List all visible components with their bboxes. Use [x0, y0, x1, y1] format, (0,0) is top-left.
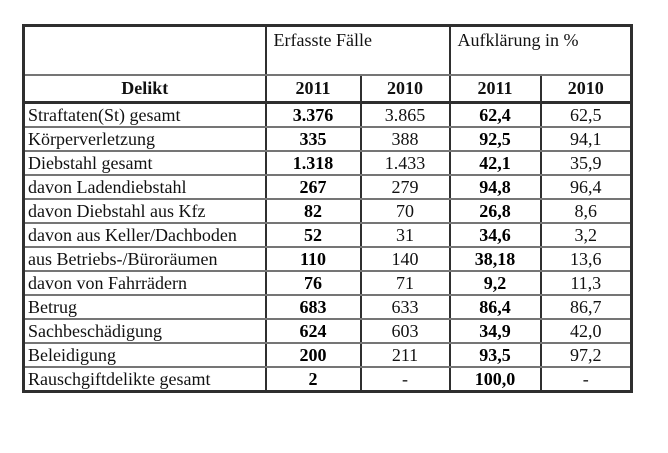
document-page: Erfasste Fälle Aufklärung in % Delikt 20… — [0, 24, 668, 453]
delikt-cell: Straftaten(St) gesamt — [22, 101, 267, 128]
cases-2010-cell: 603 — [359, 318, 451, 344]
clearance-2010-cell: 42,0 — [539, 318, 633, 344]
table-row: Betrug 683 633 86,4 86,7 — [22, 294, 633, 320]
cases-2010-cell: 31 — [359, 222, 451, 248]
table-row: Rauschgiftdelikte gesamt 2 - 100,0 - — [22, 366, 633, 393]
column-group-row: Erfasste Fälle Aufklärung in % — [22, 24, 633, 76]
table-row: davon von Fahrrädern 76 71 9,2 11,3 — [22, 270, 633, 296]
table-row: aus Betriebs-/Büroräumen 110 140 38,18 1… — [22, 246, 633, 272]
clearance-2010-cell: 13,6 — [539, 246, 633, 272]
clearance-2011-cell: 93,5 — [448, 342, 542, 368]
cases-2011-cell: 683 — [264, 294, 362, 320]
delikt-cell: Betrug — [22, 294, 267, 320]
clearance-2010-cell: 35,9 — [539, 150, 633, 176]
clearance-2010-cell: 62,5 — [539, 101, 633, 128]
clearance-2010-cell: - — [539, 366, 633, 393]
year-header-row: Delikt 2011 2010 2011 2010 — [22, 74, 633, 104]
cases-2011-cell: 200 — [264, 342, 362, 368]
cases-2010-cell: 71 — [359, 270, 451, 296]
table-row: davon Ladendiebstahl 267 279 94,8 96,4 — [22, 174, 633, 200]
clearance-2011-cell: 86,4 — [448, 294, 542, 320]
cases-2010-cell: 3.865 — [359, 101, 451, 128]
crime-statistics-table: Erfasste Fälle Aufklärung in % Delikt 20… — [22, 24, 633, 393]
delikt-cell: aus Betriebs-/Büroräumen — [22, 246, 267, 272]
delikt-cell: davon aus Keller/Dachboden — [22, 222, 267, 248]
delikt-cell: davon Ladendiebstahl — [22, 174, 267, 200]
cases-2010-cell: - — [359, 366, 451, 393]
cases-2011-cell: 82 — [264, 198, 362, 224]
table-row: Straftaten(St) gesamt 3.376 3.865 62,4 6… — [22, 101, 633, 128]
delikt-cell: Diebstahl gesamt — [22, 150, 267, 176]
clearance-2011-cell: 34,9 — [448, 318, 542, 344]
cases-2011-cell: 110 — [264, 246, 362, 272]
clearance-2011-cell: 62,4 — [448, 101, 542, 128]
delikt-cell: davon von Fahrrädern — [22, 270, 267, 296]
clearance-2011-header: 2011 — [448, 74, 542, 104]
clearance-2010-cell: 94,1 — [539, 126, 633, 152]
cases-2011-cell: 624 — [264, 318, 362, 344]
cases-2011-cell: 52 — [264, 222, 362, 248]
delikt-cell: Körperverletzung — [22, 126, 267, 152]
cases-2010-header: 2010 — [359, 74, 451, 104]
table-row: Körperverletzung 335 388 92,5 94,1 — [22, 126, 633, 152]
clearance-2011-cell: 92,5 — [448, 126, 542, 152]
cases-2011-cell: 3.376 — [264, 101, 362, 128]
clearance-2010-cell: 86,7 — [539, 294, 633, 320]
clearance-2010-cell: 11,3 — [539, 270, 633, 296]
table-row: Sachbeschädigung 624 603 34,9 42,0 — [22, 318, 633, 344]
cases-2010-cell: 388 — [359, 126, 451, 152]
cases-2010-cell: 211 — [359, 342, 451, 368]
clearance-2011-cell: 94,8 — [448, 174, 542, 200]
clearance-2011-cell: 9,2 — [448, 270, 542, 296]
clearance-2011-cell: 38,18 — [448, 246, 542, 272]
cases-2010-cell: 633 — [359, 294, 451, 320]
col-group-aufklaerung: Aufklärung in % — [448, 24, 633, 76]
clearance-2010-header: 2010 — [539, 74, 633, 104]
clearance-2011-cell: 26,8 — [448, 198, 542, 224]
table-row: davon Diebstahl aus Kfz 82 70 26,8 8,6 — [22, 198, 633, 224]
clearance-2010-cell: 8,6 — [539, 198, 633, 224]
clearance-2010-cell: 97,2 — [539, 342, 633, 368]
clearance-2011-cell: 42,1 — [448, 150, 542, 176]
delikt-cell: davon Diebstahl aus Kfz — [22, 198, 267, 224]
clearance-2010-cell: 96,4 — [539, 174, 633, 200]
delikt-cell: Rauschgiftdelikte gesamt — [22, 366, 267, 393]
cases-2010-cell: 1.433 — [359, 150, 451, 176]
table-row: Diebstahl gesamt 1.318 1.433 42,1 35,9 — [22, 150, 633, 176]
cases-2011-cell: 2 — [264, 366, 362, 393]
corner-empty-cell — [22, 24, 267, 76]
delikt-cell: Beleidigung — [22, 342, 267, 368]
cases-2010-cell: 70 — [359, 198, 451, 224]
cases-2010-cell: 279 — [359, 174, 451, 200]
cases-2011-header: 2011 — [264, 74, 362, 104]
cases-2010-cell: 140 — [359, 246, 451, 272]
cases-2011-cell: 335 — [264, 126, 362, 152]
delikt-header: Delikt — [22, 74, 267, 104]
cases-2011-cell: 267 — [264, 174, 362, 200]
clearance-2010-cell: 3,2 — [539, 222, 633, 248]
cases-2011-cell: 76 — [264, 270, 362, 296]
clearance-2011-cell: 34,6 — [448, 222, 542, 248]
table-row: Beleidigung 200 211 93,5 97,2 — [22, 342, 633, 368]
clearance-2011-cell: 100,0 — [448, 366, 542, 393]
cases-2011-cell: 1.318 — [264, 150, 362, 176]
col-group-erfasste-faelle: Erfasste Fälle — [264, 24, 451, 76]
table-row: davon aus Keller/Dachboden 52 31 34,6 3,… — [22, 222, 633, 248]
delikt-cell: Sachbeschädigung — [22, 318, 267, 344]
